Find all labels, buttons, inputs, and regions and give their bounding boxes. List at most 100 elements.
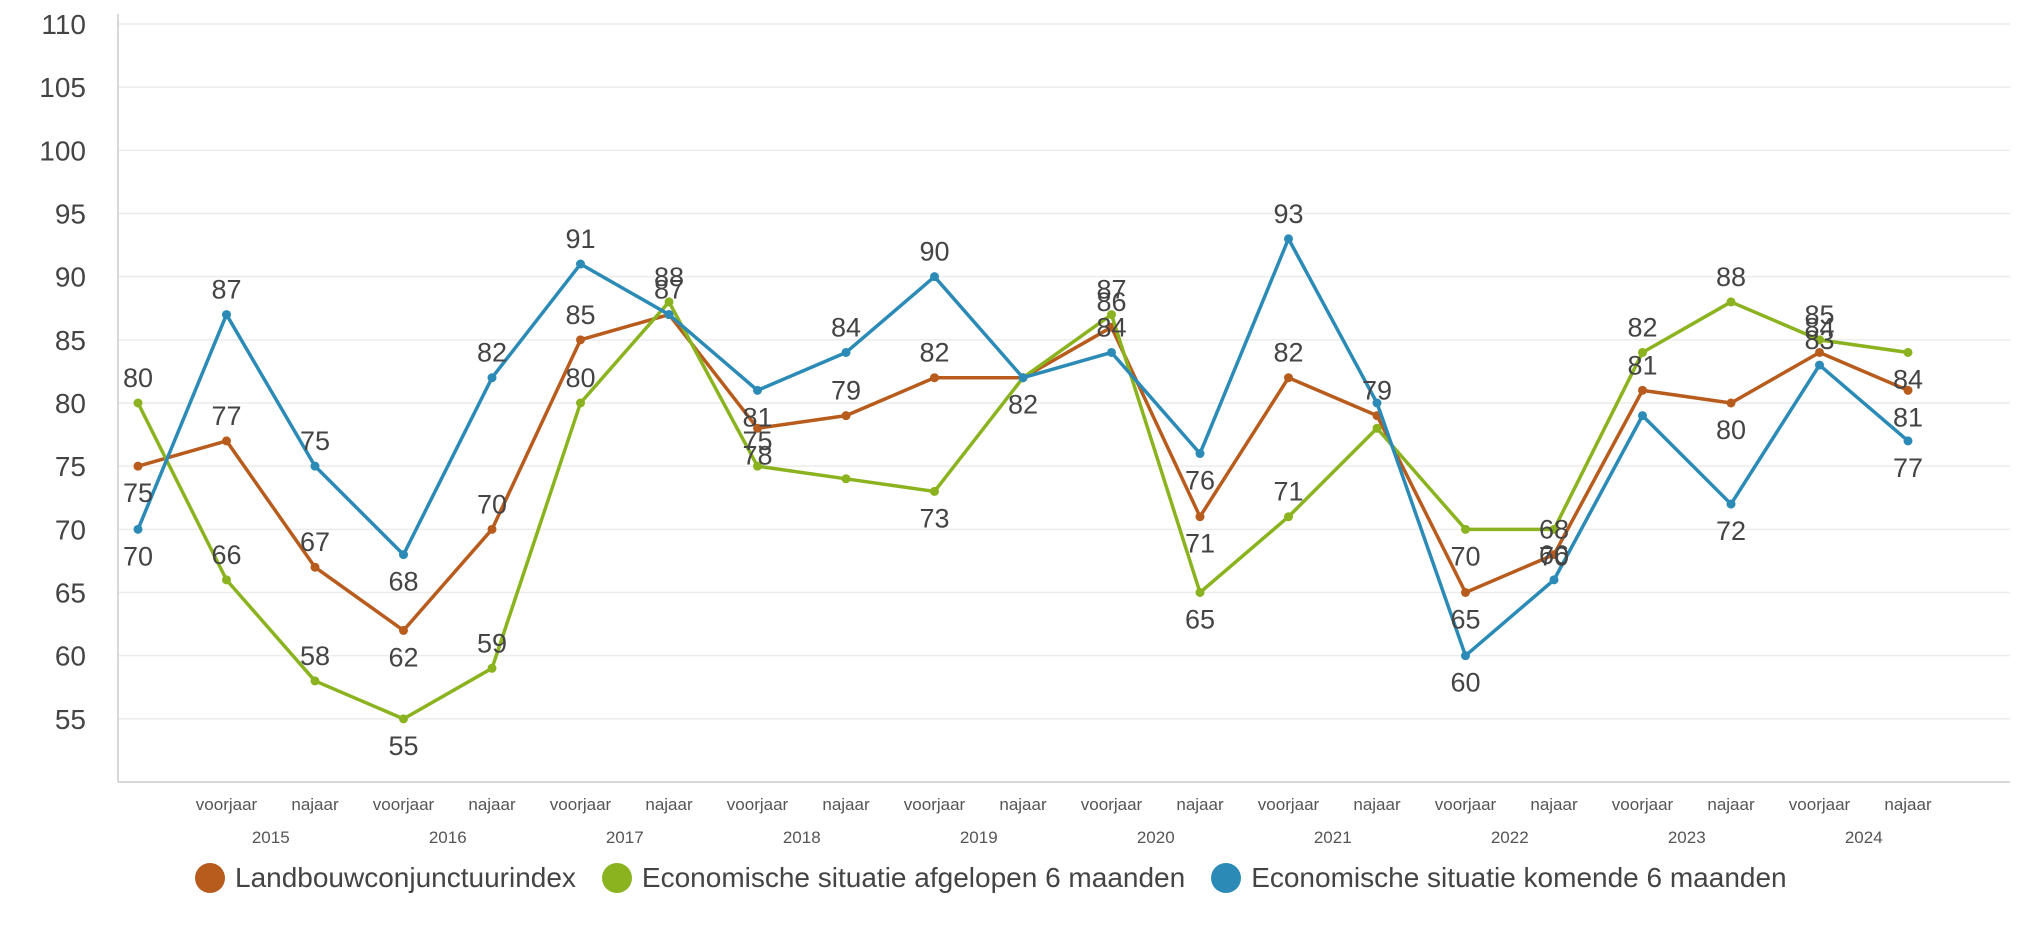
x-tick-label: najaar <box>1530 795 1578 814</box>
data-label: 81 <box>1893 402 1923 432</box>
data-label: 85 <box>1804 300 1834 330</box>
data-point <box>1638 411 1647 421</box>
data-point <box>930 373 939 383</box>
data-label: 79 <box>831 376 861 406</box>
y-tick-label: 85 <box>55 325 86 356</box>
y-tick-label: 75 <box>55 451 86 482</box>
y-tick-label: 60 <box>55 641 86 672</box>
data-point <box>1107 310 1116 320</box>
data-point <box>1195 449 1205 459</box>
data-label: 65 <box>1185 605 1215 635</box>
data-point <box>841 474 851 484</box>
x-tick-label: voorjaar <box>373 795 435 814</box>
data-point <box>1549 524 1559 534</box>
legend-item-afgelopen[interactable]: Economische situatie afgelopen 6 maanden <box>601 862 1185 894</box>
x-year-label: 2015 <box>252 828 290 847</box>
data-point <box>1903 436 1913 446</box>
data-point <box>133 524 143 534</box>
data-label: 68 <box>388 567 418 597</box>
legend-swatch <box>601 863 632 893</box>
series-layer <box>133 234 1913 724</box>
data-label: 70 <box>1539 541 1569 571</box>
data-point <box>487 663 497 673</box>
data-point <box>576 335 585 345</box>
data-label: 84 <box>1096 312 1126 342</box>
data-label: 62 <box>388 642 418 672</box>
data-point <box>1638 385 1647 395</box>
x-tick-label: voorjaar <box>1435 795 1497 814</box>
x-year-label: 2022 <box>1491 828 1529 847</box>
data-point <box>1372 423 1382 433</box>
data-label: 81 <box>1627 350 1657 380</box>
x-tick-label: najaar <box>291 795 339 814</box>
y-tick-label: 65 <box>55 578 86 609</box>
legend-swatch <box>1211 863 1242 893</box>
data-point <box>1549 575 1559 585</box>
data-label: 88 <box>654 262 684 292</box>
x-tick-label: najaar <box>999 795 1047 814</box>
data-label: 86 <box>1096 287 1126 317</box>
data-label: 75 <box>742 426 772 456</box>
data-point <box>753 385 762 395</box>
x-tick-label: najaar <box>1884 795 1932 814</box>
data-label: 87 <box>211 275 241 305</box>
y-tick-label: 55 <box>55 704 86 735</box>
data-labels: 75 77 67 62 70 85 87 78 79 82 82 86 71 82 79 65 68 81 80 84… <box>123 199 1923 761</box>
legend-item-landbouwconjunctuurindex[interactable]: Landbouwconjunctuurindex <box>195 862 576 894</box>
x-tick-label: najaar <box>468 795 516 814</box>
data-point <box>1195 512 1205 522</box>
data-point <box>1726 499 1736 509</box>
data-point <box>576 259 585 269</box>
x-tick-label: voorjaar <box>1081 795 1143 814</box>
data-point <box>1461 651 1470 661</box>
x-year-label: 2023 <box>1668 828 1706 847</box>
x-tick-label: najaar <box>822 795 870 814</box>
y-axis: 55 60 65 70 75 80 85 90 95 100 105 110 <box>39 9 119 782</box>
x-tick-label: voorjaar <box>1789 795 1851 814</box>
data-label: 70 <box>1450 541 1480 571</box>
x-year-label: 2024 <box>1845 828 1883 847</box>
x-tick-label: voorjaar <box>196 795 258 814</box>
data-label: 91 <box>565 224 595 254</box>
data-point <box>1903 347 1913 357</box>
data-label: 60 <box>1450 668 1480 698</box>
x-tick-label: voorjaar <box>1258 795 1320 814</box>
data-label: 80 <box>123 363 153 393</box>
data-point <box>1549 550 1559 560</box>
data-point <box>1284 373 1293 383</box>
data-point <box>310 461 320 471</box>
x-year-label: 2016 <box>429 828 467 847</box>
x-axis: voorjaar najaar voorjaar najaar voorjaar naja… <box>118 781 2010 847</box>
data-label: 70 <box>123 541 153 571</box>
data-point <box>1815 360 1824 370</box>
x-year-label: 2020 <box>1137 828 1175 847</box>
x-tick-label: voorjaar <box>1612 795 1674 814</box>
data-label: 87 <box>654 275 684 305</box>
legend: Landbouwconjunctuurindex Economische sit… <box>195 862 1813 894</box>
data-label: 85 <box>565 300 595 330</box>
grid-lines <box>118 23 2010 720</box>
data-label: 80 <box>1716 415 1746 445</box>
legend-label: Landbouwconjunctuurindex <box>235 862 576 893</box>
data-point <box>133 461 143 471</box>
y-tick-label: 105 <box>39 72 86 103</box>
data-label: 67 <box>300 527 330 557</box>
data-label: 90 <box>919 237 949 267</box>
data-label: 77 <box>1893 453 1923 483</box>
x-year-label: 2021 <box>1314 828 1352 847</box>
data-point <box>1284 512 1293 522</box>
data-label: 84 <box>831 312 861 342</box>
x-tick-label: najaar <box>1353 795 1401 814</box>
data-point <box>1195 588 1205 597</box>
legend-item-komende[interactable]: Economische situatie komende 6 maanden <box>1211 862 1787 894</box>
data-point <box>399 625 408 635</box>
data-point <box>1726 398 1736 408</box>
x-tick-label: najaar <box>1176 795 1224 814</box>
x-tick-label: najaar <box>1707 795 1755 814</box>
data-point <box>1284 234 1293 244</box>
data-label: 76 <box>1185 466 1215 496</box>
legend-label: Economische situatie komende 6 maanden <box>1251 862 1787 893</box>
data-point <box>487 373 497 383</box>
data-label: 70 <box>477 489 507 519</box>
